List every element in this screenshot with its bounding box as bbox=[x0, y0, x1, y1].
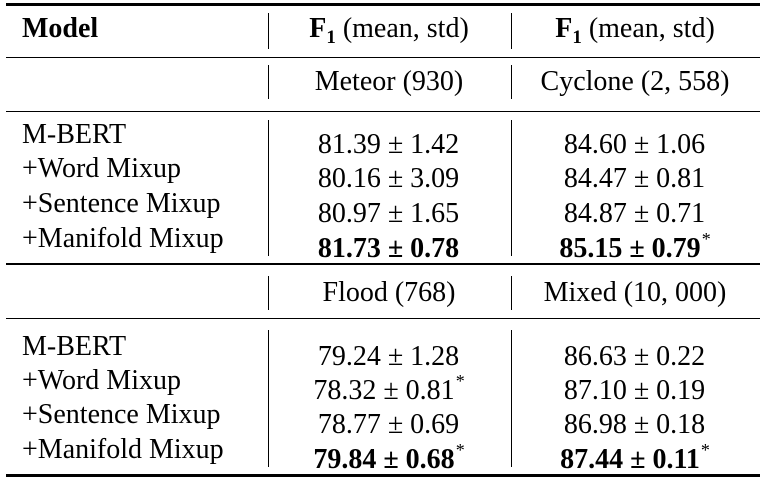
f1-cell: 78.77 ± 0.69 bbox=[268, 398, 510, 442]
f1-value: 86.98 ± 0.18 bbox=[563, 409, 706, 440]
f1-cell: 86.98 ± 0.18 bbox=[510, 398, 760, 442]
f1-value: 80.97 ± 1.65 bbox=[317, 198, 460, 229]
dataset-mixed: Mixed (10, 000) bbox=[543, 277, 727, 308]
f1-value: 84.47 ± 0.81 bbox=[563, 163, 706, 194]
significance-marker: * bbox=[700, 440, 710, 460]
f1-value: 81.73 ± 0.78 bbox=[317, 233, 460, 264]
vsep-block2-1 bbox=[268, 330, 269, 467]
f1-cell: 80.97 ± 1.65 bbox=[268, 187, 510, 231]
f1-value: 84.87 ± 0.71 bbox=[563, 198, 706, 229]
dataset-rule-2 bbox=[6, 318, 760, 319]
row-model-name: +Word Mixup bbox=[22, 153, 181, 184]
header-model: Model bbox=[22, 13, 99, 44]
f1-subscript: 1 bbox=[326, 27, 336, 48]
header-rule bbox=[6, 57, 760, 58]
row-model-name: +Sentence Mixup bbox=[22, 188, 221, 219]
f1-desc: (mean, std) bbox=[581, 13, 715, 44]
f1-cell: 84.47 ± 0.81 bbox=[510, 152, 760, 196]
f1-cell-best: 79.84 ± 0.68* bbox=[268, 433, 510, 477]
f1-value: 80.16 ± 3.09 bbox=[317, 163, 460, 194]
vsep-dataset2-2 bbox=[511, 276, 512, 310]
dataset-flood: Flood (768) bbox=[322, 277, 456, 308]
f1-value: 78.32 ± 0.81 bbox=[313, 375, 455, 406]
f1-cell: 78.32 ± 0.81* bbox=[268, 364, 510, 408]
row-model-name: +Sentence Mixup bbox=[22, 399, 221, 430]
f1-cell-best: 87.44 ± 0.11* bbox=[510, 433, 760, 477]
bottom-rule bbox=[6, 474, 760, 477]
vsep-block2-2 bbox=[511, 330, 512, 467]
vsep-block1-1 bbox=[268, 120, 269, 256]
f1-cell: 79.24 ± 1.28 bbox=[268, 330, 510, 374]
f1-cell: 87.10 ± 0.19 bbox=[510, 364, 760, 408]
row-model-name: +Word Mixup bbox=[22, 365, 181, 396]
f1-symbol: F bbox=[309, 13, 327, 44]
f1-cell: 86.63 ± 0.22 bbox=[510, 330, 760, 374]
f1-cell-best: 85.15 ± 0.79* bbox=[510, 222, 760, 266]
f1-subscript: 1 bbox=[572, 27, 582, 48]
dataset-meteor: Meteor (930) bbox=[314, 66, 464, 97]
row-model-name: M-BERT bbox=[22, 119, 127, 150]
vsep-dataset1-2 bbox=[511, 65, 512, 99]
header-f1-col2: F1 (mean, std) bbox=[510, 12, 760, 55]
f1-symbol: F bbox=[555, 13, 573, 44]
row-model-name: M-BERT bbox=[22, 331, 127, 362]
f1-cell-best: 81.73 ± 0.78 bbox=[268, 222, 510, 266]
f1-value: 81.39 ± 1.42 bbox=[317, 129, 460, 160]
dataset-cyclone: Cyclone (2, 558) bbox=[540, 66, 730, 97]
f1-value: 87.44 ± 0.11 bbox=[560, 444, 700, 475]
vsep-dataset2-1 bbox=[268, 276, 269, 310]
significance-marker: * bbox=[455, 440, 465, 460]
f1-value: 85.15 ± 0.79 bbox=[559, 233, 701, 264]
f1-value: 79.84 ± 0.68 bbox=[313, 444, 455, 475]
f1-value: 79.24 ± 1.28 bbox=[317, 341, 460, 372]
f1-value: 78.77 ± 0.69 bbox=[317, 409, 460, 440]
row-model-name: +Manifold Mixup bbox=[22, 223, 224, 254]
row-model-name: +Manifold Mixup bbox=[22, 434, 224, 465]
f1-cell: 81.39 ± 1.42 bbox=[268, 118, 510, 162]
f1-value: 84.60 ± 1.06 bbox=[563, 129, 706, 160]
vsep-header-2 bbox=[511, 13, 512, 49]
f1-cell: 84.87 ± 0.71 bbox=[510, 187, 760, 231]
vsep-header-1 bbox=[268, 13, 269, 49]
significance-marker: * bbox=[701, 229, 711, 249]
f1-value: 86.63 ± 0.22 bbox=[563, 341, 706, 372]
f1-value: 87.10 ± 0.19 bbox=[563, 375, 706, 406]
f1-cell: 84.60 ± 1.06 bbox=[510, 118, 760, 162]
vsep-block1-2 bbox=[511, 120, 512, 256]
dataset-rule-1 bbox=[6, 111, 760, 112]
significance-marker: * bbox=[455, 371, 465, 391]
vsep-dataset1-1 bbox=[268, 65, 269, 99]
section-rule bbox=[6, 263, 760, 265]
top-rule bbox=[6, 3, 760, 6]
f1-desc: (mean, std) bbox=[335, 13, 469, 44]
f1-cell: 80.16 ± 3.09 bbox=[268, 152, 510, 196]
header-f1-col1: F1 (mean, std) bbox=[268, 12, 510, 55]
